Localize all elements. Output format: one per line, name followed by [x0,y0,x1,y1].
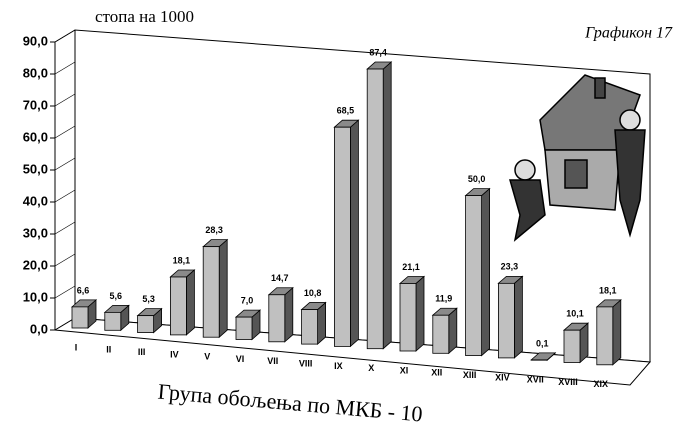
bar [169,276,187,336]
clipart [509,74,646,242]
bar [137,315,155,334]
x-tick-label: III [138,347,146,357]
depth-tick [54,189,76,203]
bar [104,311,122,331]
x-tick-label: IV [170,349,179,359]
depth-tick [54,29,76,43]
value-label: 5,6 [110,291,123,301]
y-axis-label: стопа на 1000 [95,7,194,26]
chimney [594,77,606,99]
x-tick-label: XVII [527,375,544,385]
bar [563,329,581,363]
x-tick-label: XIII [463,370,477,380]
bar-side [185,269,195,336]
bar [399,283,417,352]
bar [71,306,89,329]
bar [497,282,515,359]
y-tick-label: 40,0 [23,193,48,208]
bar-side [481,187,491,357]
x-tick-label: VIII [299,358,313,368]
bar-side [612,298,622,366]
x-axis-label: Група обољења по МКБ - 10 [157,379,424,427]
value-label: 10,1 [566,309,584,319]
value-label: 5,3 [142,294,155,304]
depth-tick [54,61,76,75]
value-label: 28,3 [205,225,223,235]
value-label: 68,5 [337,106,355,116]
y-tick-label: 0,0 [30,321,48,336]
y-tick-label: 50,0 [23,161,48,176]
chart-title: Графикон 17 [584,25,673,42]
depth-tick [54,157,76,171]
bar [268,294,286,343]
x-tick-label: I [75,342,78,352]
door [564,159,588,189]
bar [202,246,220,338]
x-tick-label: IX [334,361,343,371]
y-tick-label: 30,0 [23,225,48,240]
bar-side [514,275,523,359]
value-label: 18,1 [173,255,191,265]
depth-tick [54,221,76,235]
value-label: 11,9 [435,294,452,304]
bar [596,306,614,366]
x-tick-label: XII [431,368,442,378]
bar-side [415,275,425,352]
value-label: 50,0 [468,174,486,184]
value-label: 14,7 [271,273,289,283]
y-tick-label: 10,0 [23,289,48,304]
x-tick-label: II [106,345,111,355]
y-tick-label: 90,0 [23,33,48,48]
mover-head [619,109,641,131]
mover-body [614,129,646,238]
x-tick-label: XVIII [558,377,578,387]
depth-tick [54,285,76,299]
bar [235,316,253,340]
value-label: 0,1 [536,338,549,348]
x-tick-label: XIV [495,372,510,382]
mover-head [514,159,536,181]
y-tick-label: 60,0 [23,129,48,144]
value-label: 10,8 [304,288,322,298]
bar-side [448,307,458,355]
bar [366,68,384,350]
x-tick-label: VII [267,356,278,366]
bar-side [218,238,228,339]
value-label: 7,0 [241,295,254,305]
bar-side [349,119,359,348]
value-label: 6,6 [77,285,90,295]
bar-side [382,61,392,350]
depth-tick [54,253,76,267]
x-tick-label: V [204,352,210,362]
y-tick-label: 20,0 [23,257,48,272]
x-tick-label: XI [400,365,409,375]
y-tick-label: 80,0 [23,65,48,80]
depth-tick [54,125,76,139]
bar [333,126,351,347]
bar [432,314,450,354]
mover-body [509,179,546,242]
value-label: 18,1 [599,285,617,295]
x-tick-label: X [368,363,374,373]
bar [301,309,319,345]
x-tick-label: XIX [594,379,609,389]
x-tick-label: VI [236,354,245,364]
bar [465,195,483,357]
value-label: 21,1 [402,262,420,272]
y-tick-label: 70,0 [23,97,48,112]
bar-side [284,286,294,343]
value-label: 87,4 [369,47,387,57]
value-label: 23,3 [501,262,519,272]
depth-tick [54,93,76,107]
